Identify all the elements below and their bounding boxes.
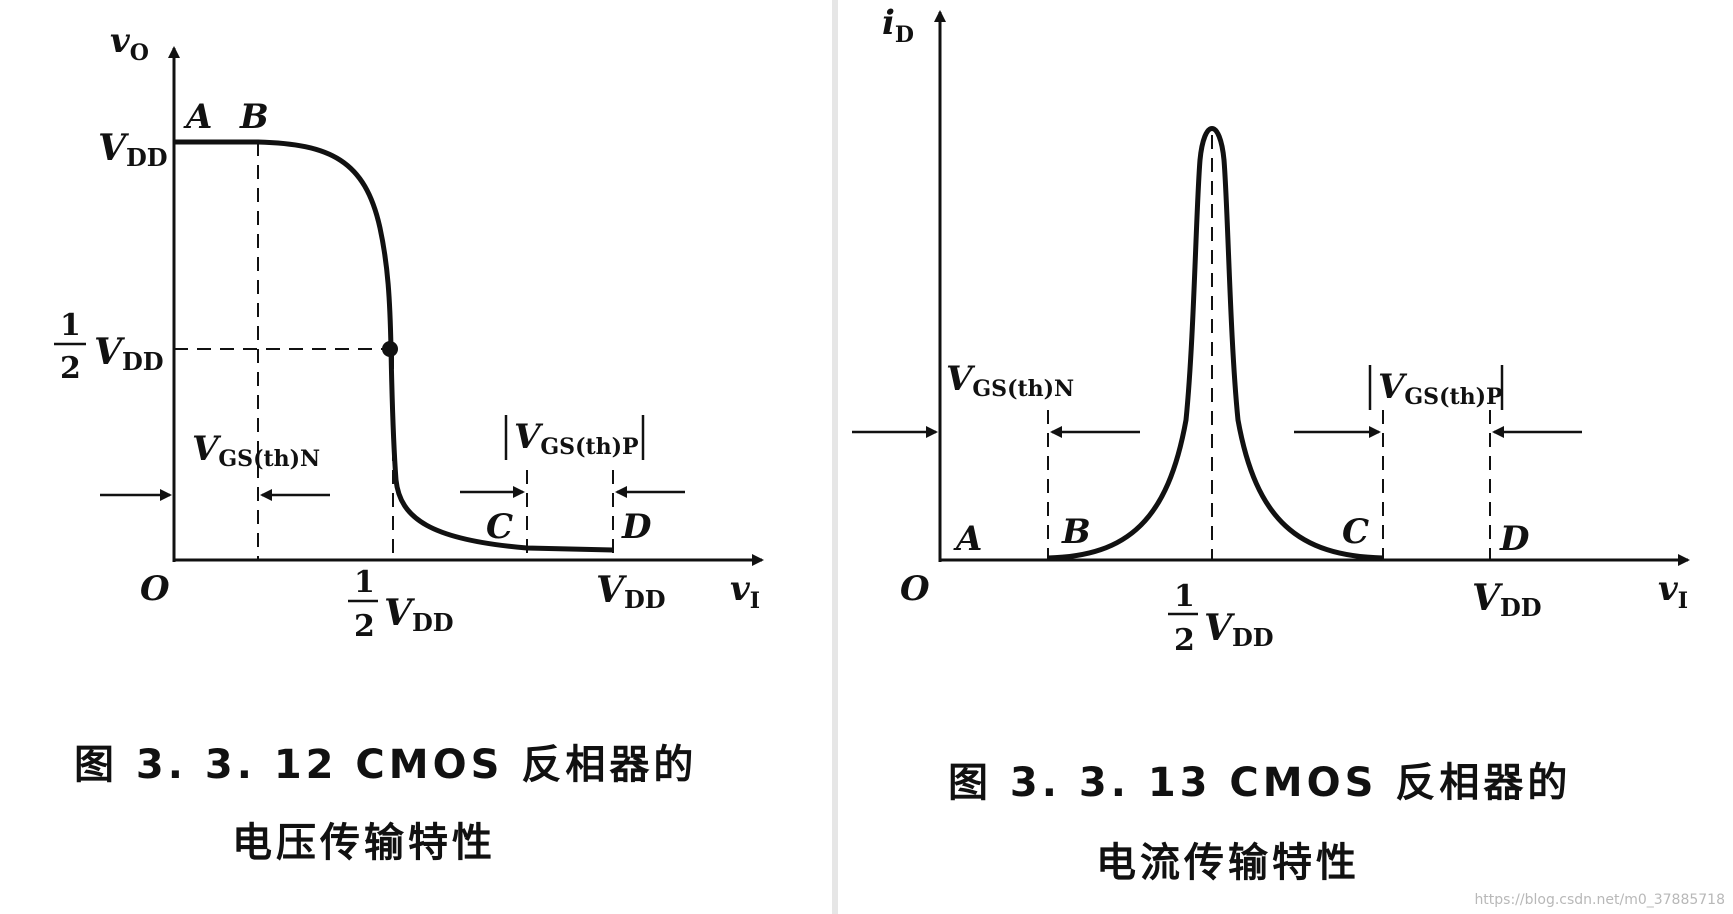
vdd-x-label: VDD [1472,577,1542,622]
switching-point [382,341,398,357]
current-transfer-diagram: iD vI O A B C D VGS(th)N VGS(th)P 1 2 VD… [852,3,1690,658]
figure-caption-line1: 图 3. 3. 13 CMOS 反相器的 [948,760,1572,806]
point-d-label: D [621,507,652,547]
half-y-denominator: 2 [60,351,81,386]
current-curve [1047,126,1384,561]
point-b-label: B [239,97,269,137]
point-a-label: A [183,97,212,137]
half-y-numerator: 1 [60,308,81,343]
y-axis-label: iD [882,3,914,48]
origin-label: O [140,569,170,609]
source-watermark: https://blog.csdn.net/m0_37885718 [1474,892,1725,908]
vdd-y-label: VDD [98,127,168,172]
vgsn-label: VGS(th)N [946,359,1074,402]
point-d-label: D [1499,519,1530,559]
half-x-numerator: 1 [1174,579,1195,614]
half-x-denominator: 2 [354,609,375,644]
point-c-label: C [486,507,513,547]
x-axis-label: vI [1658,569,1688,614]
half-vdd-x-label: VDD [384,592,454,637]
origin-label: O [900,569,930,609]
vgsn-label: VGS(th)N [192,429,320,472]
point-c-label: C [1342,512,1369,552]
vdd-x-label: VDD [596,569,666,614]
figure-caption-line1: 图 3. 3. 12 CMOS 反相器的 [74,742,698,788]
point-b-label: B [1061,512,1091,552]
half-vdd-x-label: VDD [1204,607,1274,652]
x-axis-label: vI [730,569,760,614]
figure-caption-line2: 电流传输特性 [1096,840,1360,886]
current-transfer-figure: iD vI O A B C D VGS(th)N VGS(th)P 1 2 VD… [838,0,1733,914]
voltage-transfer-diagram: vO vI O VDD 1 2 VDD A B C D VGS(th)N VGS… [54,21,764,644]
panel-divider [832,0,838,914]
half-vdd-y-label: VDD [94,331,164,376]
vgsp-label: VGS(th)P [1378,367,1503,410]
y-axis-label: vO [110,21,149,66]
vgsp-label: VGS(th)P [514,417,639,460]
figure-caption-line2: 电压传输特性 [232,820,496,866]
point-a-label: A [953,519,982,559]
voltage-transfer-figure: vO vI O VDD 1 2 VDD A B C D VGS(th)N VGS… [0,0,832,914]
half-x-denominator: 2 [1174,623,1195,658]
half-x-numerator: 1 [354,565,375,600]
